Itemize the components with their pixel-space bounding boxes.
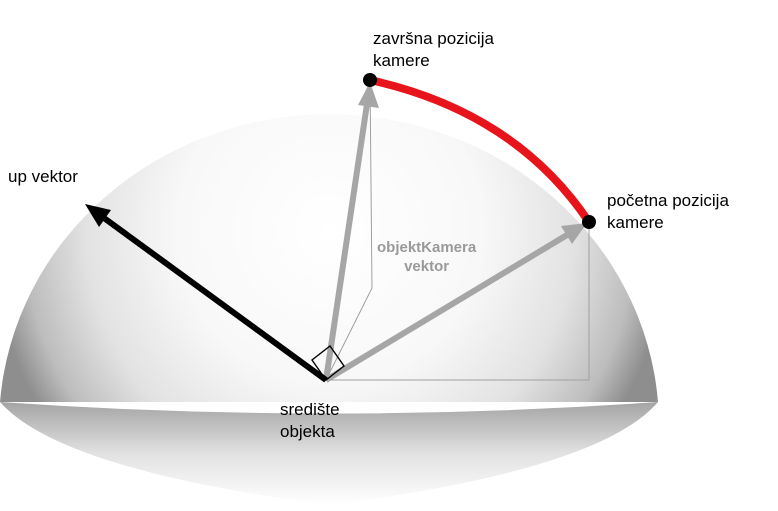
up-vector-label: up vektor [8, 166, 78, 188]
object-center-label: središte objekta [280, 399, 340, 443]
object-camera-vectors [323, 82, 587, 383]
initial-position-label-line1: početna pozicija [607, 191, 729, 210]
up-vector [85, 204, 328, 383]
hemisphere [0, 114, 658, 402]
object-center-label-line2: objekta [280, 422, 335, 441]
object-center-label-line1: središte [280, 400, 340, 419]
initial-camera-position-dot [582, 215, 596, 229]
final-position-label: završna pozicija kamere [373, 28, 494, 72]
hemisphere-rim [0, 402, 658, 505]
guide-diagonal-final [325, 287, 373, 381]
initial-position-label: početna pozicija kamere [607, 190, 729, 234]
projection-guides [325, 79, 590, 381]
up-vector-arrowhead [85, 204, 111, 227]
final-position-label-line2: kamere [373, 51, 430, 70]
camera-rotation-arc [366, 76, 593, 226]
guide-vertical-final [369, 79, 373, 289]
object-camera-label-line1: objektKamera [377, 239, 477, 256]
arrowhead-initial-position [561, 223, 587, 244]
right-angle-marker [311, 344, 345, 382]
final-camera-position-dot [363, 73, 377, 87]
initial-position-label-line2: kamere [607, 213, 664, 232]
vector-to-initial-position [324, 232, 569, 383]
final-position-label-line1: završna pozicija [373, 29, 494, 48]
up-vector-label-text: up vektor [8, 167, 78, 186]
arrowhead-final-position [358, 82, 379, 108]
up-vector-shaft [102, 215, 328, 383]
object-camera-label-line2: vektor [404, 258, 450, 275]
vector-to-final-position [323, 103, 370, 381]
object-camera-vector-label: objektKamera vektor [377, 238, 476, 276]
